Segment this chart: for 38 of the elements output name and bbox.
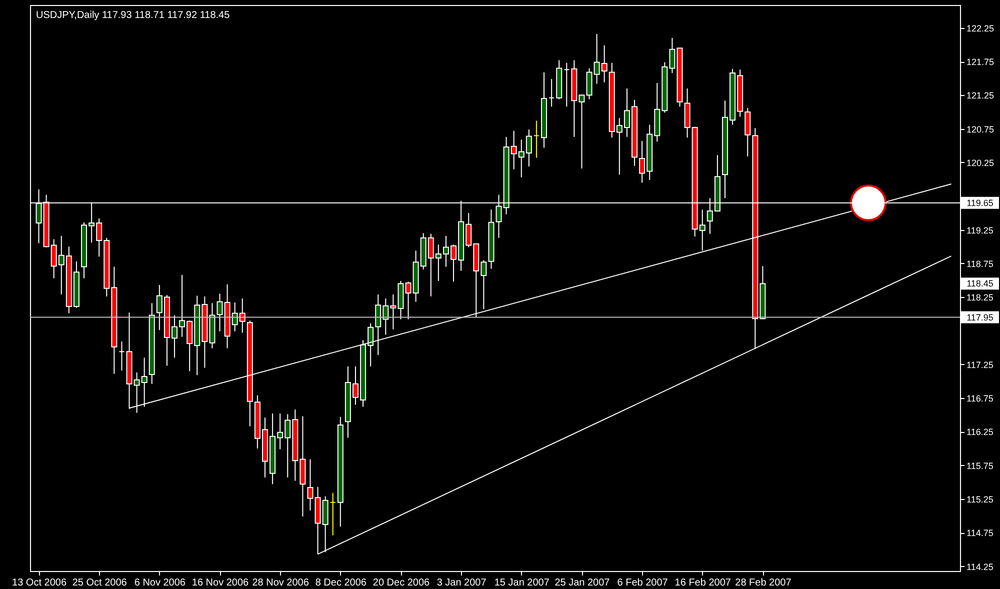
- candlestick: [548, 78, 555, 108]
- x-tick-label: 6 Feb 2007: [617, 578, 668, 588]
- x-tick-label: 28 Feb 2007: [735, 578, 792, 588]
- candlestick: [533, 120, 540, 158]
- x-tick-label: 3 Jan 2007: [436, 578, 487, 588]
- x-tick-label: 16 Nov 2006: [192, 578, 250, 588]
- x-tick-label: 8 Dec 2006: [315, 578, 367, 588]
- text: 118.45: [966, 278, 994, 289]
- y-tick-label: 117.25: [966, 360, 994, 370]
- y-tick-label: 115.25: [966, 494, 994, 504]
- candlestick: [118, 341, 125, 371]
- y-tick-label: 116.75: [966, 394, 994, 404]
- y-tick-label: 115.75: [966, 460, 994, 471]
- ref-line-label: 117.95: [966, 312, 994, 322]
- y-tick-label: 114.25: [966, 562, 994, 572]
- x-tick-label: 28 Nov 2006: [252, 578, 310, 588]
- y-tick-label: 121.75: [966, 57, 994, 68]
- y-tick-label: 120.25: [966, 158, 994, 168]
- y-tick-label: 114.75: [966, 528, 994, 538]
- y-tick-label: 116.25: [966, 427, 994, 438]
- x-tick-label: 6 Nov 2006: [134, 578, 186, 588]
- y-tick-label: 118.75: [966, 258, 994, 269]
- x-tick-label: 25 Jan 2007: [554, 578, 610, 588]
- candlestick: [307, 458, 314, 511]
- x-tick-label: 25 Oct 2006: [72, 578, 128, 588]
- candlestick: [330, 492, 336, 536]
- chart-title: USDJPY,Daily 117.93 118.71 117.92 118.45: [36, 10, 230, 21]
- y-tick-label: 120.75: [966, 124, 994, 134]
- candlestick: [564, 62, 570, 108]
- y-tick-label: 118.25: [966, 292, 994, 303]
- x-tick-label: 13 Oct 2006: [12, 578, 67, 588]
- x-tick-label: 20 Dec 2006: [372, 578, 430, 588]
- x-tick-label: 16 Feb 2007: [674, 578, 732, 588]
- y-tick-label: 122.25: [966, 23, 994, 34]
- y-tick-label: 121.25: [966, 90, 994, 101]
- x-tick-label: 15 Jan 2007: [494, 578, 550, 588]
- y-tick-label: 119.25: [966, 225, 994, 236]
- ref-line-label: 119.65: [966, 198, 994, 208]
